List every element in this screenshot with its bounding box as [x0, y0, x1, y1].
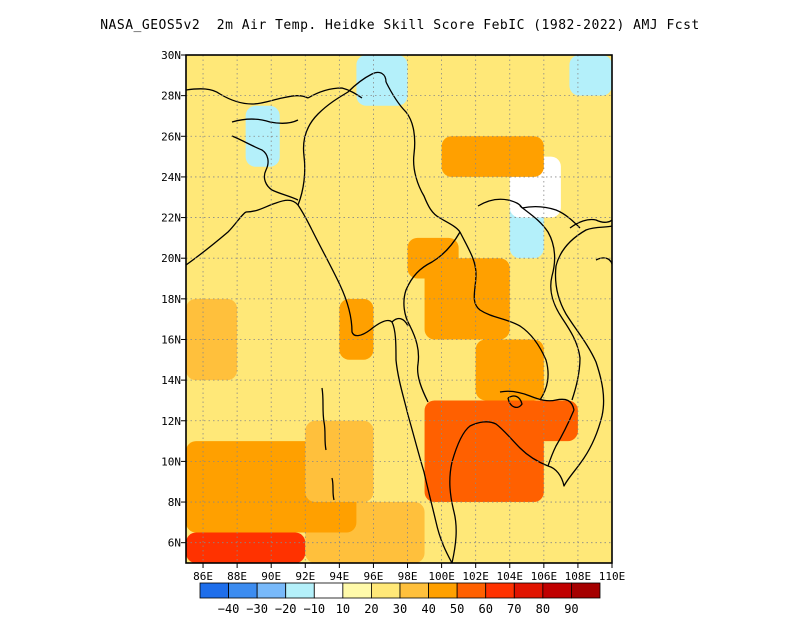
y-tick-label-7: 20N — [161, 252, 181, 265]
india-east-coastline — [186, 211, 247, 266]
colorbar-swatch-0 — [199, 582, 229, 599]
cambodia-vietnam-coastline — [547, 225, 612, 487]
colorbar-label-11: 80 — [536, 602, 550, 616]
score-region-17 — [186, 298, 238, 381]
coastline-and-borders — [186, 71, 612, 563]
y-tick-label-8: 22N — [161, 212, 181, 225]
cambodia-vietnam-border — [547, 409, 575, 467]
x-tick-label-1: 88E — [227, 570, 247, 583]
vietnam-china-border — [521, 206, 581, 229]
score-region-16 — [339, 298, 374, 360]
colorbar-swatch-4 — [313, 582, 344, 599]
colorbar-swatch-5 — [342, 582, 372, 599]
bhutan-boundary — [231, 118, 299, 124]
colorbar: −40 −30 −20 −10 10 20 30 40 50 60 70 80 90 — [199, 582, 601, 616]
colorbar-swatch-13 — [571, 582, 601, 599]
myanmar-india-border — [297, 71, 387, 206]
nepal-bhutan-boundary — [186, 88, 309, 105]
x-tick-label-2: 90E — [261, 570, 281, 583]
colorbar-label-3: −10 — [303, 602, 325, 616]
china-south-coastline — [569, 218, 612, 229]
x-tick-label-12: 110E — [599, 570, 626, 583]
colorbar-label-0: −40 — [218, 602, 240, 616]
colorbar-swatch-12 — [542, 582, 572, 599]
colorbar-label-2: −20 — [275, 602, 297, 616]
y-tick-label-2: 10N — [161, 455, 181, 468]
india-bangladesh-border — [231, 135, 299, 201]
y-tick-label-6: 18N — [161, 293, 181, 306]
myanmar-coastline — [311, 229, 453, 563]
colorbar-swatch-6 — [371, 582, 401, 599]
y-tick-label-3: 12N — [161, 415, 181, 428]
score-region-15 — [569, 55, 612, 96]
plot-frame — [185, 54, 613, 564]
thailand-laos-border — [459, 231, 549, 401]
y-tick-label-12: 30N — [161, 49, 181, 62]
colorbar-label-6: 30 — [393, 602, 407, 616]
y-tick-label-4: 14N — [161, 374, 181, 387]
colorbar-swatch-10 — [485, 582, 515, 599]
colorbar-label-1: −30 — [246, 602, 268, 616]
colorbar-label-8: 50 — [450, 602, 464, 616]
colorbar-label-5: 20 — [364, 602, 378, 616]
y-tick-label-9: 24N — [161, 171, 181, 184]
score-region-12 — [441, 136, 544, 177]
score-region-14 — [356, 55, 408, 106]
nicobar-islands — [331, 477, 335, 501]
colorbar-swatch-8 — [428, 582, 458, 599]
thailand-gulf-coastline — [449, 421, 549, 563]
colorbar-label-10: 70 — [507, 602, 521, 616]
bangladesh-coastline — [245, 199, 313, 231]
score-region-0 — [186, 532, 306, 563]
colorbar-swatch-11 — [513, 582, 544, 599]
chart-title: NASA_GEOS5v2 2m Air Temp. Heidke Skill S… — [100, 18, 700, 33]
x-tick-label-5: 96E — [364, 570, 384, 583]
x-tick-label-11: 108E — [565, 570, 592, 583]
score-region-5 — [424, 400, 544, 503]
colorbar-swatch-2 — [256, 582, 287, 599]
x-tick-label-9: 104E — [497, 570, 524, 583]
x-tick-label-8: 102E — [462, 570, 489, 583]
score-field — [186, 55, 612, 563]
x-tick-label-10: 106E — [531, 570, 558, 583]
x-tick-label-6: 98E — [398, 570, 418, 583]
y-tick-label-5: 16N — [161, 333, 181, 346]
gulf-of-martaban — [391, 317, 409, 327]
colorbar-swatch-1 — [228, 582, 258, 599]
colorbar-swatch-9 — [456, 582, 487, 599]
colorbar-swatch-3 — [285, 582, 315, 599]
x-tick-label-0: 86E — [193, 570, 213, 583]
tonle-sap-lake — [507, 395, 523, 409]
colorbar-label-9: 60 — [478, 602, 492, 616]
colorbar-label-7: 40 — [421, 602, 435, 616]
x-tick-labels: 86E 88E 90E 92E 94E 96E 98E 100E 102E 104E 106E 108… — [193, 563, 625, 583]
y-tick-labels: 6N 8N 10N 12N 14N 16N 18N 20N 22N 24N 26N 28N 30N — [161, 49, 186, 550]
score-region-9 — [407, 237, 459, 279]
china-tibet-border — [307, 87, 363, 99]
myanmar-thailand-border — [403, 231, 461, 403]
x-tick-label-4: 94E — [329, 570, 349, 583]
colorbar-swatch-7 — [399, 582, 429, 599]
y-tick-label-1: 8N — [168, 496, 181, 509]
y-tick-label-11: 28N — [161, 90, 181, 103]
laos-vietnam-border — [519, 205, 581, 401]
cambodia-thailand-border — [499, 390, 575, 411]
x-tick-label-7: 100E — [428, 570, 455, 583]
laos-china-border — [477, 198, 523, 209]
lat-lon-grid — [186, 55, 612, 563]
x-tick-label-3: 92E — [295, 570, 315, 583]
score-region-7 — [475, 339, 544, 401]
colorbar-label-4: 10 — [336, 602, 350, 616]
y-tick-label-10: 26N — [161, 130, 181, 143]
score-region-6 — [526, 400, 578, 442]
y-tick-label-0: 6N — [168, 537, 181, 550]
colorbar-label-12: 90 — [564, 602, 578, 616]
andaman-islands — [321, 387, 327, 451]
